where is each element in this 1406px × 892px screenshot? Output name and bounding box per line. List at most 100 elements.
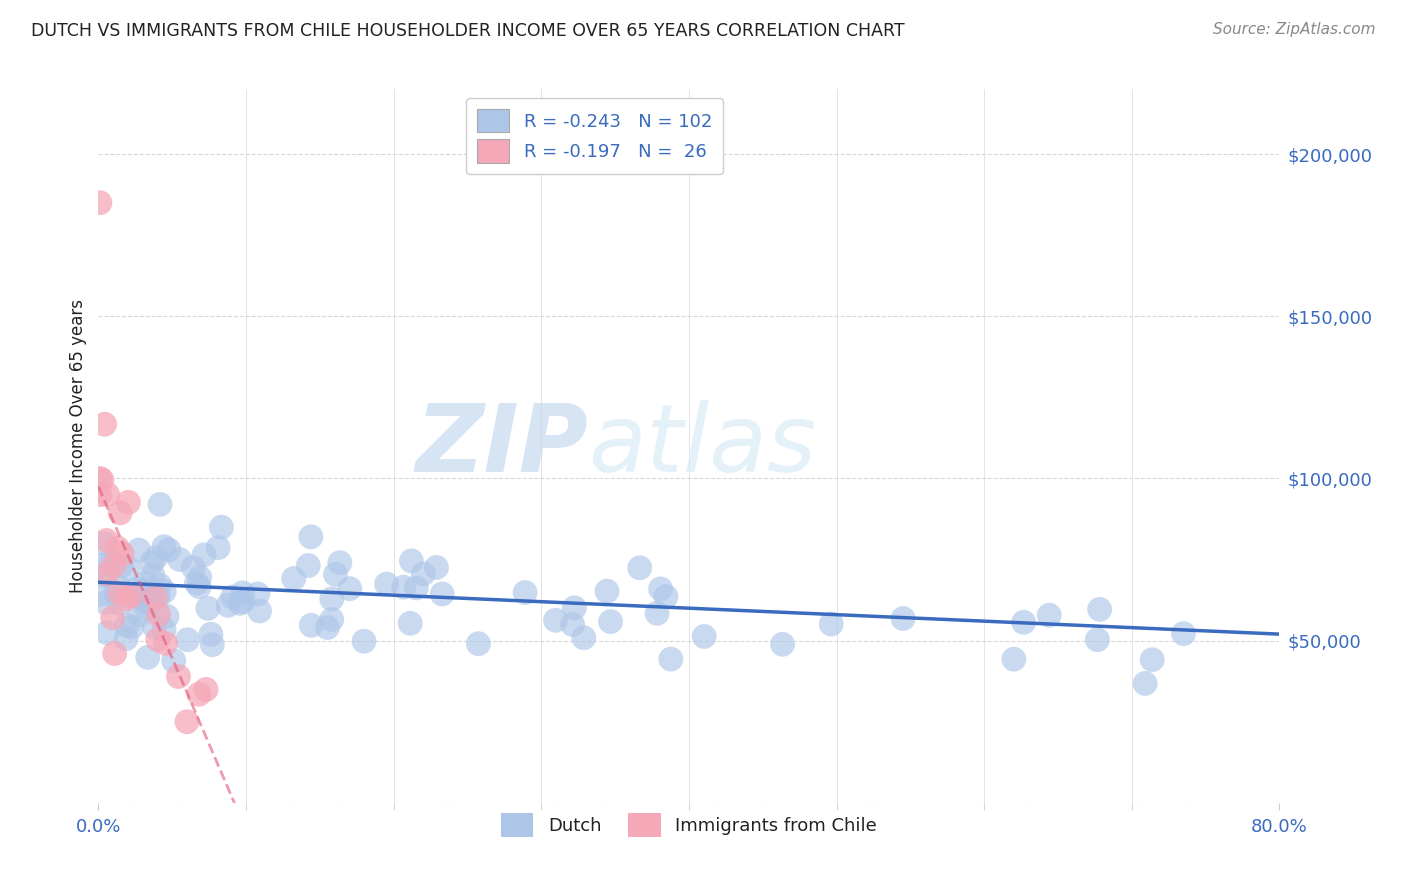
Point bbox=[96, 487, 118, 501]
Point bbox=[142, 568, 165, 582]
Point bbox=[181, 560, 204, 574]
Point bbox=[1173, 626, 1195, 640]
Point bbox=[221, 590, 243, 604]
Point bbox=[157, 542, 180, 557]
Point bbox=[201, 638, 224, 652]
Point bbox=[90, 587, 112, 601]
Point bbox=[650, 582, 672, 596]
Point bbox=[693, 630, 716, 644]
Point bbox=[232, 594, 254, 608]
Point bbox=[153, 540, 176, 554]
Point bbox=[108, 596, 131, 610]
Point bbox=[1002, 652, 1025, 666]
Point bbox=[599, 615, 621, 629]
Point bbox=[188, 687, 211, 701]
Point bbox=[321, 591, 343, 606]
Point bbox=[117, 562, 139, 576]
Point bbox=[93, 417, 115, 432]
Point bbox=[193, 548, 215, 562]
Point bbox=[128, 607, 150, 622]
Point bbox=[135, 576, 157, 591]
Point bbox=[299, 618, 322, 632]
Point bbox=[100, 555, 122, 569]
Point bbox=[401, 554, 423, 568]
Point bbox=[115, 618, 138, 632]
Point bbox=[321, 612, 343, 626]
Point bbox=[1088, 602, 1111, 616]
Point bbox=[104, 647, 127, 661]
Point bbox=[655, 590, 678, 604]
Point bbox=[135, 601, 157, 615]
Point bbox=[141, 594, 163, 608]
Point bbox=[107, 541, 129, 555]
Point bbox=[645, 607, 668, 621]
Point bbox=[89, 195, 111, 210]
Point bbox=[1133, 676, 1156, 690]
Text: ZIP: ZIP bbox=[416, 400, 589, 492]
Point bbox=[375, 577, 398, 591]
Point bbox=[1087, 632, 1109, 647]
Y-axis label: Householder Income Over 65 years: Householder Income Over 65 years bbox=[69, 299, 87, 593]
Point bbox=[891, 611, 914, 625]
Point bbox=[232, 586, 254, 600]
Point bbox=[128, 586, 150, 600]
Point bbox=[628, 561, 651, 575]
Point bbox=[405, 581, 427, 595]
Point bbox=[195, 682, 218, 697]
Point bbox=[467, 637, 489, 651]
Point bbox=[91, 473, 114, 487]
Point bbox=[572, 631, 595, 645]
Point bbox=[188, 580, 211, 594]
Point bbox=[110, 558, 132, 573]
Point bbox=[217, 599, 239, 613]
Point bbox=[138, 596, 160, 610]
Point bbox=[188, 570, 211, 584]
Point bbox=[108, 506, 131, 520]
Point bbox=[339, 582, 361, 596]
Point bbox=[149, 497, 172, 511]
Point bbox=[246, 587, 269, 601]
Point bbox=[209, 520, 232, 534]
Point bbox=[94, 568, 117, 582]
Point bbox=[125, 582, 148, 596]
Point bbox=[96, 567, 118, 582]
Point bbox=[167, 669, 190, 683]
Point bbox=[148, 607, 170, 622]
Point bbox=[136, 650, 159, 665]
Point bbox=[145, 550, 167, 565]
Point bbox=[176, 632, 198, 647]
Point bbox=[155, 636, 177, 650]
Point bbox=[1140, 653, 1163, 667]
Point bbox=[96, 533, 118, 548]
Point bbox=[156, 609, 179, 624]
Point bbox=[107, 580, 129, 594]
Point bbox=[596, 584, 619, 599]
Point bbox=[316, 620, 339, 634]
Point bbox=[89, 488, 111, 502]
Point bbox=[399, 616, 422, 631]
Point bbox=[146, 632, 169, 647]
Point bbox=[176, 714, 198, 729]
Point bbox=[94, 596, 117, 610]
Point bbox=[200, 627, 222, 641]
Point bbox=[425, 560, 447, 574]
Point bbox=[115, 591, 138, 606]
Point bbox=[207, 541, 229, 555]
Point bbox=[169, 552, 191, 566]
Point bbox=[115, 632, 138, 646]
Point bbox=[117, 495, 139, 509]
Point bbox=[141, 556, 163, 570]
Point bbox=[145, 590, 167, 604]
Point bbox=[105, 585, 128, 599]
Legend: Dutch, Immigrants from Chile: Dutch, Immigrants from Chile bbox=[494, 806, 884, 844]
Point bbox=[89, 471, 111, 485]
Point bbox=[561, 617, 583, 632]
Point bbox=[108, 586, 131, 600]
Point bbox=[148, 590, 170, 604]
Point bbox=[329, 556, 352, 570]
Text: atlas: atlas bbox=[589, 401, 817, 491]
Point bbox=[121, 620, 143, 634]
Point bbox=[153, 623, 176, 637]
Point bbox=[153, 584, 176, 599]
Point bbox=[283, 572, 305, 586]
